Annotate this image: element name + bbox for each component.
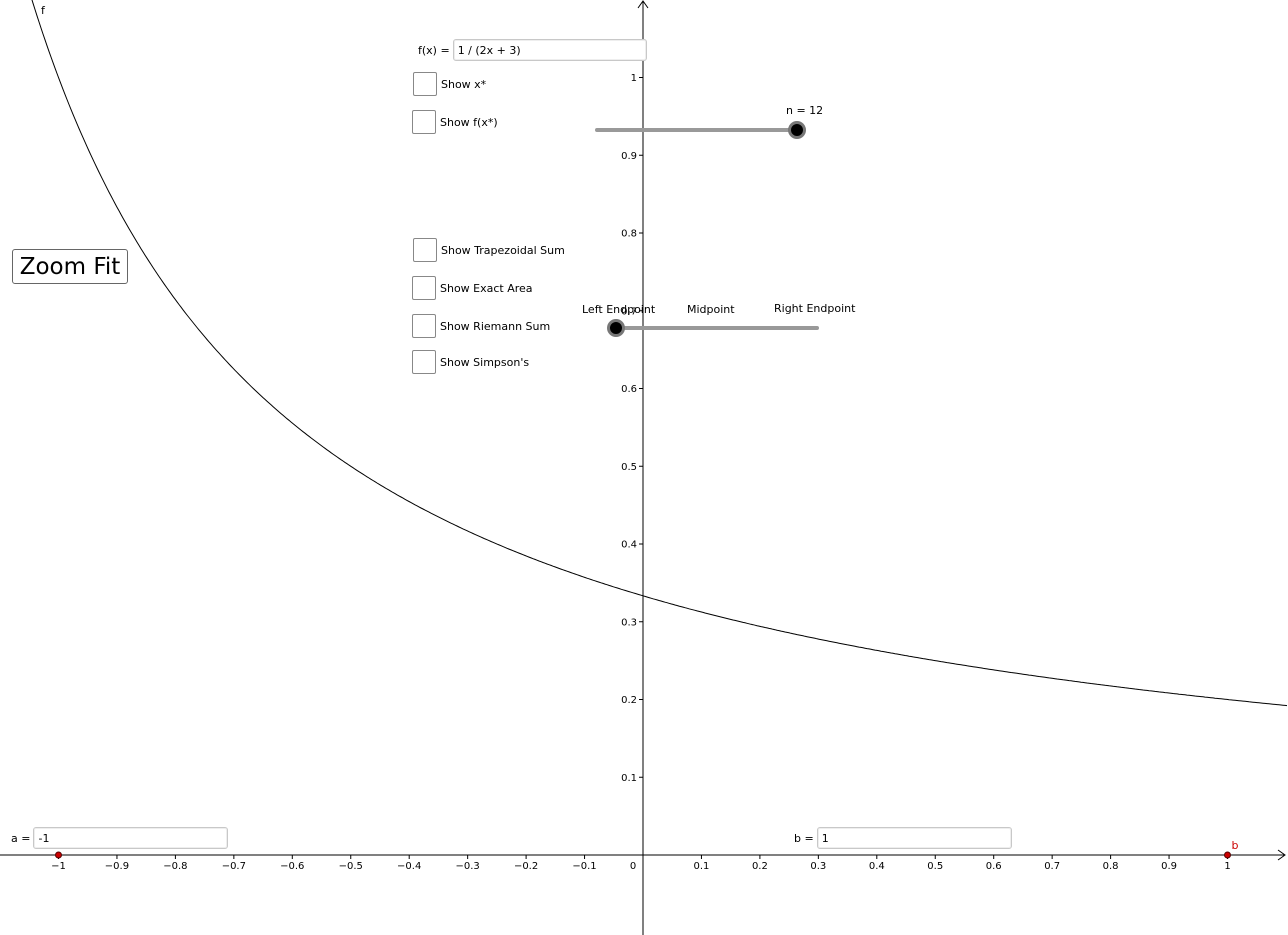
- y-tick-label: 0.4: [621, 540, 637, 551]
- y-tick-label: 0.5: [621, 462, 637, 473]
- slider-n-label: n = 12: [786, 104, 824, 117]
- y-tick-label: 0.8: [621, 229, 637, 240]
- x-tick-label: 0: [630, 861, 636, 872]
- slider-method-track[interactable]: [616, 326, 819, 330]
- x-tick-label: −0.6: [280, 861, 304, 872]
- x-tick-label: −1: [51, 861, 66, 872]
- slider-n-handle[interactable]: [788, 121, 806, 139]
- point-b[interactable]: [1224, 851, 1231, 859]
- x-tick-label: 0.8: [1103, 861, 1119, 872]
- x-tick-label: −0.9: [105, 861, 129, 872]
- function-curve-label: f: [41, 4, 46, 17]
- x-tick-label: −0.8: [163, 861, 187, 872]
- slider-method-option-mid: Midpoint: [687, 303, 735, 316]
- checkbox-show-trapezoidal-row[interactable]: Show Trapezoidal Sum: [413, 238, 565, 262]
- checkbox-show-exact[interactable]: [412, 276, 436, 300]
- x-tick-label: −0.1: [572, 861, 596, 872]
- checkbox-show-exact-label: Show Exact Area: [440, 281, 533, 295]
- slider-method-option-right: Right Endpoint: [774, 302, 856, 315]
- x-tick-label: −0.7: [222, 861, 246, 872]
- checkbox-show-simpson-row[interactable]: Show Simpson's: [412, 350, 529, 374]
- point-b-label: b: [1232, 839, 1239, 852]
- slider-n-track[interactable]: [595, 128, 798, 132]
- checkbox-show-trapezoidal-label: Show Trapezoidal Sum: [441, 243, 565, 257]
- checkbox-show-simpson[interactable]: [412, 350, 436, 374]
- checkbox-show-trapezoidal[interactable]: [413, 238, 437, 262]
- y-tick-label: 0.2: [621, 695, 637, 706]
- y-tick-label: 0.7: [621, 306, 637, 317]
- x-axis-arrow: [1277, 849, 1286, 861]
- checkbox-show-fxstar[interactable]: [412, 110, 436, 134]
- checkbox-show-fxstar-label: Show f(x*): [440, 115, 498, 129]
- y-tick-label: 0.3: [621, 617, 637, 628]
- x-tick-label: −0.4: [397, 861, 421, 872]
- checkbox-show-fxstar-row[interactable]: Show f(x*): [412, 110, 498, 134]
- input-a-label: a =: [11, 831, 31, 845]
- y-tick-label: 0.6: [621, 384, 637, 395]
- checkbox-show-riemann[interactable]: [412, 314, 436, 338]
- x-tick-label: 0.1: [693, 861, 709, 872]
- slider-method-handle[interactable]: [607, 319, 625, 337]
- function-input[interactable]: 1 / (2x + 3): [452, 39, 647, 61]
- point-a[interactable]: [55, 851, 62, 859]
- x-tick-label: 0.7: [1044, 861, 1060, 872]
- checkbox-show-xstar-label: Show x*: [441, 77, 487, 91]
- function-input-row: f(x) = 1 / (2x + 3): [418, 39, 647, 61]
- zoom-fit-button[interactable]: Zoom Fit: [12, 249, 128, 284]
- input-a-row: a = -1: [11, 827, 229, 849]
- y-tick-label: 0.9: [621, 151, 637, 162]
- y-tick-label: 1: [631, 73, 637, 84]
- y-tick-label: 0.1: [621, 773, 637, 784]
- function-curve[interactable]: [27, 0, 1288, 707]
- checkbox-show-riemann-label: Show Riemann Sum: [440, 319, 551, 333]
- x-tick-label: −0.3: [456, 861, 480, 872]
- x-tick-label: 0.4: [869, 861, 885, 872]
- x-tick-label: 1: [1224, 861, 1230, 872]
- slider-method-option-left: Left Endpoint: [582, 303, 656, 316]
- input-b-label: b =: [794, 831, 814, 845]
- function-input-label: f(x) =: [418, 43, 450, 57]
- x-tick-label: −0.5: [339, 861, 363, 872]
- checkbox-show-xstar[interactable]: [413, 72, 437, 96]
- input-b-row: b = 1: [794, 827, 1012, 849]
- x-tick-label: 0.2: [752, 861, 768, 872]
- input-b[interactable]: 1: [816, 827, 1012, 849]
- checkbox-show-riemann-row[interactable]: Show Riemann Sum: [412, 314, 550, 338]
- checkbox-show-simpson-label: Show Simpson's: [440, 355, 530, 369]
- x-tick-label: −0.2: [514, 861, 538, 872]
- input-a[interactable]: -1: [33, 827, 229, 849]
- x-tick-label: 0.5: [927, 861, 943, 872]
- checkbox-show-xstar-row[interactable]: Show x*: [413, 72, 486, 96]
- y-axis-arrow: [637, 0, 649, 9]
- x-tick-label: 0.3: [810, 861, 826, 872]
- x-tick-label: 0.9: [1161, 861, 1177, 872]
- checkbox-show-exact-row[interactable]: Show Exact Area: [412, 276, 533, 300]
- x-tick-label: 0.6: [986, 861, 1002, 872]
